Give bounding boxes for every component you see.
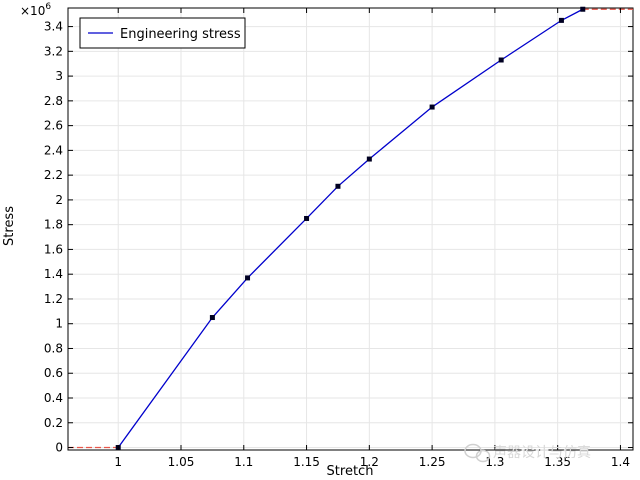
watermark: 声器设计与仿真 xyxy=(464,443,591,463)
y-tick-label: 0.2 xyxy=(44,416,63,430)
series-layer xyxy=(115,6,586,451)
y-axis-ticks: 0 0.2 0.4 0.6 0.8 1 1.2 1.4 1.6 1.8 2 2.2 2.4 2.6 2.8 3… xyxy=(44,20,633,455)
y-axis-label: Stress xyxy=(2,206,17,246)
y-tick-label: 3.4 xyxy=(44,20,63,34)
y-tick-label: 1.4 xyxy=(44,267,63,281)
x-axis-label: Stretch xyxy=(327,464,374,479)
data-point xyxy=(245,275,251,281)
y-tick-label: 2.8 xyxy=(44,94,63,108)
x-tick-label: 1.35 xyxy=(544,455,571,469)
y-tick-label: 3.2 xyxy=(44,44,63,58)
x-tick-label: 1.1 xyxy=(234,455,253,469)
grid xyxy=(68,8,633,450)
data-point xyxy=(304,215,310,221)
wechat-icon xyxy=(464,443,491,463)
y-tick-label: 2.6 xyxy=(44,119,63,133)
y-tick-label: 1.6 xyxy=(44,242,63,256)
y-tick-label: 0.4 xyxy=(44,391,63,405)
watermark-text: 声器设计与仿真 xyxy=(493,445,591,461)
data-point xyxy=(366,156,372,162)
y-tick-label: 2.2 xyxy=(44,168,63,182)
data-point xyxy=(429,104,435,110)
x-tick-label: 1.05 xyxy=(168,455,195,469)
y-tick-label: 1.8 xyxy=(44,218,63,232)
data-point xyxy=(558,17,564,23)
y-tick-label: 0.8 xyxy=(44,341,63,355)
y-axis-multiplier: ×106 xyxy=(20,2,51,18)
data-point xyxy=(498,57,504,63)
x-tick-label: 1.2 xyxy=(360,455,379,469)
y-tick-label: 0.6 xyxy=(44,366,63,380)
x-tick-label: 1.4 xyxy=(611,455,630,469)
x-tick-label: 1.15 xyxy=(293,455,320,469)
legend: Engineering stress xyxy=(79,17,246,49)
y-tick-label: 3 xyxy=(55,69,63,83)
x-tick-label: 1 xyxy=(114,455,122,469)
y-tick-label: 1 xyxy=(55,317,63,331)
y-tick-label: 0 xyxy=(55,441,63,455)
x-tick-label: 1.3 xyxy=(485,455,504,469)
legend-label: Engineering stress xyxy=(120,27,241,42)
data-point xyxy=(209,315,215,321)
data-point xyxy=(580,6,586,12)
y-axis-multiplier-exponent: 6 xyxy=(45,2,51,12)
x-tick-label: 1.25 xyxy=(419,455,446,469)
series-line xyxy=(117,8,584,448)
plot-area-frame xyxy=(67,7,634,451)
x-axis-ticks: 1 1.05 1.1 1.15 1.2 1.25 1.3 1.35 1.4 xyxy=(114,8,630,469)
data-point xyxy=(335,183,341,189)
y-tick-label: 1.2 xyxy=(44,292,63,306)
y-tick-label: 2 xyxy=(55,193,63,207)
y-tick-label: 2.4 xyxy=(44,143,63,157)
extrapolation-lines xyxy=(68,8,633,449)
